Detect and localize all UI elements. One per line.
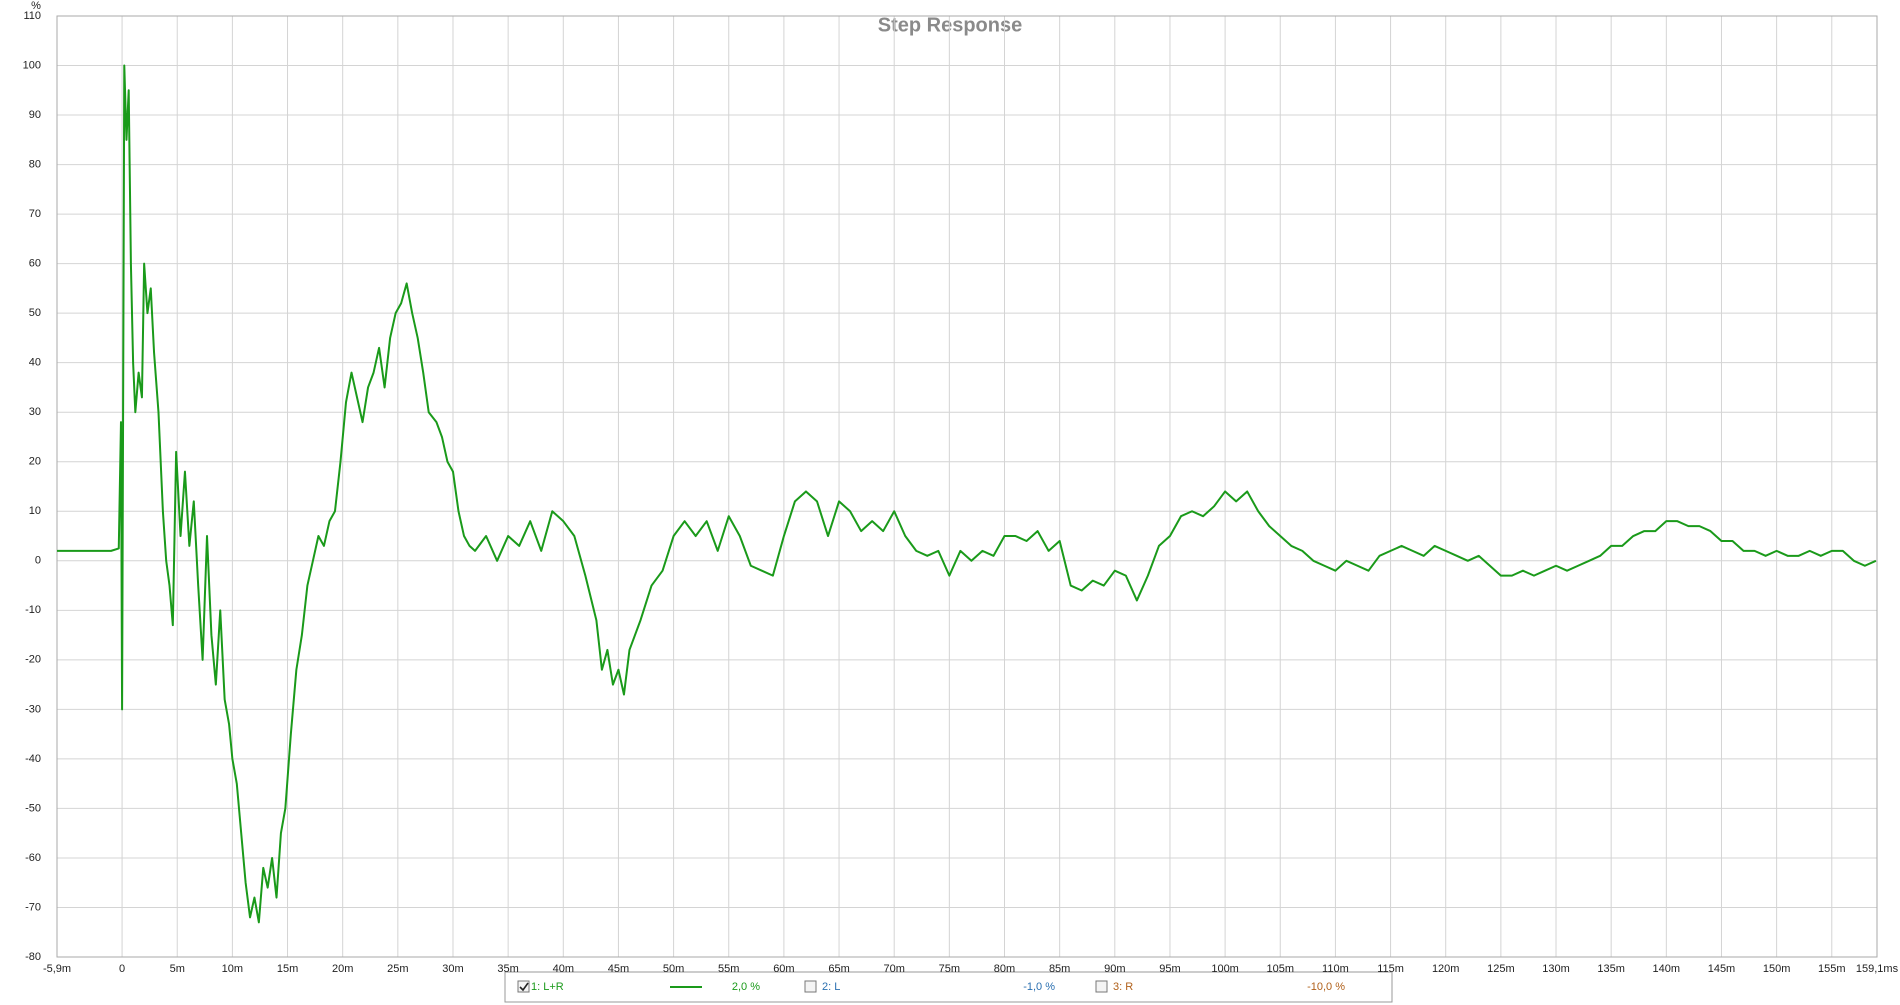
x-tick-label: 65m <box>828 963 849 975</box>
x-tick-label: 5m <box>170 963 185 975</box>
y-tick-label: 40 <box>29 357 41 369</box>
x-tick-label: 135m <box>1597 963 1625 975</box>
y-tick-label: -20 <box>25 654 41 666</box>
y-tick-label: 100 <box>23 59 41 71</box>
y-tick-label: 10 <box>29 505 41 517</box>
y-tick-label: -80 <box>25 951 41 963</box>
legend-label: 2: L <box>822 981 840 993</box>
x-tick-label: 159,1ms <box>1856 963 1899 975</box>
x-tick-label: 110m <box>1322 963 1349 975</box>
x-tick-label: 50m <box>663 963 684 975</box>
y-tick-label: 110 <box>23 10 41 22</box>
x-tick-label: 145m <box>1708 963 1736 975</box>
x-tick-label: 60m <box>773 963 794 975</box>
x-tick-label: 155m <box>1818 963 1846 975</box>
x-tick-label: 85m <box>1049 963 1070 975</box>
x-tick-label: 140m <box>1653 963 1681 975</box>
y-tick-label: -30 <box>25 703 41 715</box>
x-tick-label: 0 <box>119 963 125 975</box>
y-tick-label: 20 <box>29 456 41 468</box>
x-tick-label: 95m <box>1159 963 1180 975</box>
y-tick-label: 90 <box>29 109 41 121</box>
legend-readout: 2,0 % <box>732 981 760 993</box>
x-tick-label: 115m <box>1377 963 1404 975</box>
y-tick-label: -70 <box>25 901 41 913</box>
y-tick-label: 0 <box>35 555 41 567</box>
x-tick-label: 10m <box>222 963 243 975</box>
y-tick-label: 60 <box>29 258 41 270</box>
legend-checkmark <box>519 982 529 992</box>
x-tick-label: 45m <box>608 963 629 975</box>
x-tick-label: 80m <box>994 963 1015 975</box>
legend-checkbox[interactable] <box>1095 980 1108 993</box>
x-tick-label: 25m <box>387 963 408 975</box>
series-line <box>57 64 1877 924</box>
legend-box <box>504 971 1393 1003</box>
legend-checkbox[interactable] <box>804 980 817 993</box>
x-tick-label: -5,9m <box>43 963 71 975</box>
x-tick-label: 90m <box>1104 963 1125 975</box>
y-tick-label: -60 <box>25 852 41 864</box>
y-tick-label: 50 <box>29 307 41 319</box>
y-axis-unit: % <box>31 0 41 12</box>
chart-title: Step Response <box>878 14 1022 36</box>
x-tick-label: 125m <box>1487 963 1515 975</box>
x-tick-label: 150m <box>1763 963 1791 975</box>
legend-readout: -1,0 % <box>1023 981 1055 993</box>
x-tick-label: 75m <box>939 963 960 975</box>
legend-label: 1: L+R <box>531 981 564 993</box>
x-tick-label: 35m <box>497 963 518 975</box>
x-tick-label: 105m <box>1266 963 1294 975</box>
y-tick-label: -10 <box>25 604 41 616</box>
legend-label: 3: R <box>1113 981 1133 993</box>
legend-readout: -10,0 % <box>1307 981 1345 993</box>
y-tick-label: 30 <box>29 406 41 418</box>
y-tick-label: 70 <box>29 208 41 220</box>
y-tick-label: -40 <box>25 753 41 765</box>
x-tick-label: 20m <box>332 963 353 975</box>
legend-checkbox[interactable] <box>517 980 530 993</box>
x-tick-label: 40m <box>553 963 574 975</box>
x-tick-label: 100m <box>1211 963 1239 975</box>
x-tick-label: 15m <box>277 963 298 975</box>
y-tick-label: -50 <box>25 802 41 814</box>
x-tick-label: 130m <box>1542 963 1570 975</box>
x-tick-label: 55m <box>718 963 739 975</box>
x-tick-label: 30m <box>442 963 463 975</box>
plot-frame <box>56 15 1878 958</box>
x-tick-label: 70m <box>883 963 904 975</box>
y-tick-label: 80 <box>29 158 41 170</box>
x-tick-label: 120m <box>1432 963 1460 975</box>
